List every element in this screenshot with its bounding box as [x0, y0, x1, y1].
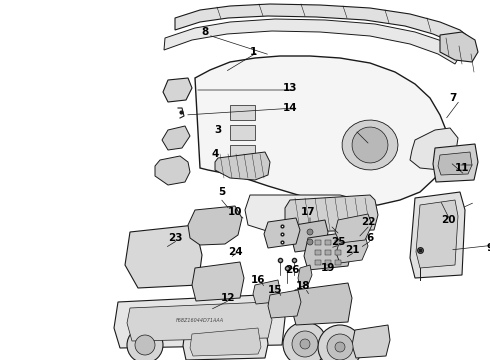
- Polygon shape: [335, 214, 372, 243]
- Polygon shape: [335, 240, 341, 245]
- Text: 5: 5: [219, 187, 225, 197]
- Text: 10: 10: [228, 207, 242, 217]
- Text: 24: 24: [228, 247, 243, 257]
- Polygon shape: [304, 232, 352, 270]
- Polygon shape: [352, 325, 390, 358]
- Polygon shape: [245, 195, 368, 235]
- Circle shape: [300, 339, 310, 349]
- Text: 7: 7: [449, 93, 457, 103]
- Polygon shape: [298, 265, 312, 287]
- Polygon shape: [292, 220, 328, 252]
- Polygon shape: [325, 250, 331, 255]
- Circle shape: [292, 331, 318, 357]
- Text: 22: 22: [361, 217, 375, 227]
- Polygon shape: [410, 128, 458, 170]
- Text: 18: 18: [296, 281, 310, 291]
- Polygon shape: [192, 262, 244, 301]
- Circle shape: [135, 335, 155, 355]
- Text: 25: 25: [331, 237, 345, 247]
- Polygon shape: [433, 144, 478, 182]
- Circle shape: [318, 325, 362, 360]
- Circle shape: [327, 334, 353, 360]
- Polygon shape: [352, 127, 388, 163]
- Circle shape: [335, 342, 345, 352]
- Polygon shape: [285, 195, 378, 232]
- Polygon shape: [183, 323, 268, 360]
- Polygon shape: [268, 290, 301, 318]
- Polygon shape: [164, 19, 462, 64]
- Polygon shape: [190, 328, 261, 356]
- Text: 1: 1: [249, 47, 257, 57]
- Text: 6: 6: [367, 233, 374, 243]
- Text: F68Z16044D71AAA: F68Z16044D71AAA: [176, 318, 224, 323]
- Polygon shape: [195, 56, 448, 206]
- Circle shape: [127, 327, 163, 360]
- Polygon shape: [335, 250, 341, 255]
- Text: 20: 20: [441, 215, 455, 225]
- Polygon shape: [292, 283, 352, 325]
- Text: 8: 8: [201, 27, 209, 37]
- Text: 19: 19: [321, 263, 335, 273]
- Text: 12: 12: [221, 293, 235, 303]
- Text: 4: 4: [211, 149, 219, 159]
- Polygon shape: [127, 302, 272, 341]
- Polygon shape: [335, 260, 341, 265]
- Polygon shape: [325, 260, 331, 265]
- Polygon shape: [175, 4, 470, 50]
- Polygon shape: [410, 192, 465, 278]
- Polygon shape: [230, 125, 255, 140]
- Polygon shape: [114, 294, 285, 348]
- Circle shape: [283, 322, 327, 360]
- Polygon shape: [325, 240, 331, 245]
- Polygon shape: [315, 250, 321, 255]
- Circle shape: [307, 239, 313, 245]
- Polygon shape: [253, 280, 280, 304]
- Polygon shape: [188, 206, 242, 245]
- Circle shape: [307, 229, 313, 235]
- Polygon shape: [438, 152, 472, 175]
- Polygon shape: [315, 240, 321, 245]
- Polygon shape: [336, 235, 368, 263]
- Text: 11: 11: [455, 163, 469, 173]
- Polygon shape: [440, 32, 478, 62]
- Polygon shape: [230, 105, 255, 120]
- Polygon shape: [264, 218, 300, 248]
- Polygon shape: [230, 145, 255, 160]
- Text: 3: 3: [215, 125, 221, 135]
- Polygon shape: [155, 156, 190, 185]
- Text: 13: 13: [283, 83, 297, 93]
- Polygon shape: [315, 260, 321, 265]
- Polygon shape: [163, 78, 192, 102]
- Polygon shape: [416, 200, 458, 268]
- Text: 15: 15: [268, 285, 282, 295]
- Polygon shape: [125, 225, 202, 288]
- Text: 16: 16: [251, 275, 265, 285]
- Polygon shape: [342, 120, 398, 170]
- Polygon shape: [215, 152, 270, 180]
- Text: 14: 14: [283, 103, 297, 113]
- Text: 17: 17: [301, 207, 315, 217]
- Text: 21: 21: [345, 245, 359, 255]
- Text: 26: 26: [285, 265, 299, 275]
- Polygon shape: [162, 126, 190, 150]
- Text: 23: 23: [168, 233, 182, 243]
- Text: 9: 9: [487, 243, 490, 253]
